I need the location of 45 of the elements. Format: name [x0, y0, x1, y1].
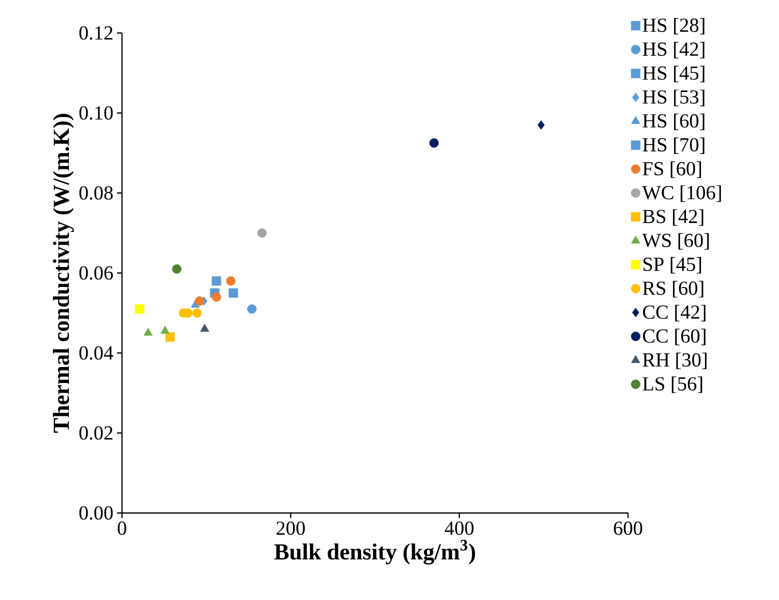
point	[429, 138, 439, 148]
legend-label: CC [60]	[642, 328, 706, 346]
point	[160, 326, 170, 334]
legend-label: HS [42]	[642, 42, 704, 58]
point	[172, 264, 182, 274]
point	[212, 276, 222, 286]
y-tick-label: 0.04	[79, 346, 114, 360]
x-axis-title: Bulk density (kg/m$^{3}$)	[274, 540, 476, 564]
point	[247, 304, 257, 314]
x-tick-label: 200	[276, 522, 305, 535]
legend-label: HS [28]	[642, 18, 704, 34]
legend-label: HS [70]	[642, 138, 704, 154]
point	[144, 328, 153, 336]
point	[200, 324, 210, 332]
point	[228, 288, 238, 298]
y-tick-label: 0.08	[79, 186, 113, 200]
legend-label: HS [60]	[642, 114, 704, 130]
legend-label: LS [56]	[642, 376, 702, 394]
legend-label: RH [30]	[642, 352, 707, 370]
x-tick-label: 0	[118, 522, 126, 535]
legend-label: SP [45]	[643, 257, 701, 274]
point	[538, 120, 545, 130]
point	[257, 228, 267, 238]
point	[226, 276, 236, 286]
point	[192, 308, 202, 318]
legend-label: WC [106]	[642, 185, 721, 202]
legend-label: BS [42]	[642, 209, 704, 226]
y-tick-label: 0.10	[79, 106, 113, 120]
legend-label: FS [60]	[642, 161, 701, 178]
x-tick-label: 600	[614, 522, 642, 535]
y-tick-label: 0.02	[79, 426, 112, 440]
x-tick-label: 400	[444, 522, 474, 535]
legend-label: CC [42]	[642, 304, 706, 322]
y-axis-title: Thermal conductivity (W/(m.K))	[52, 114, 74, 433]
y-tick-label: 0.06	[79, 266, 113, 280]
y-tick-label: 0.12	[79, 26, 112, 40]
point	[165, 332, 175, 342]
point	[212, 292, 222, 302]
point	[194, 296, 204, 306]
legend-label: WS [60]	[642, 233, 709, 250]
point	[135, 304, 144, 314]
legend-label: HS [45]	[642, 66, 704, 82]
y-tick-label: 0.00	[79, 506, 113, 520]
legend-label: HS [53]	[642, 90, 704, 106]
legend-label: RS [60]	[642, 280, 704, 298]
